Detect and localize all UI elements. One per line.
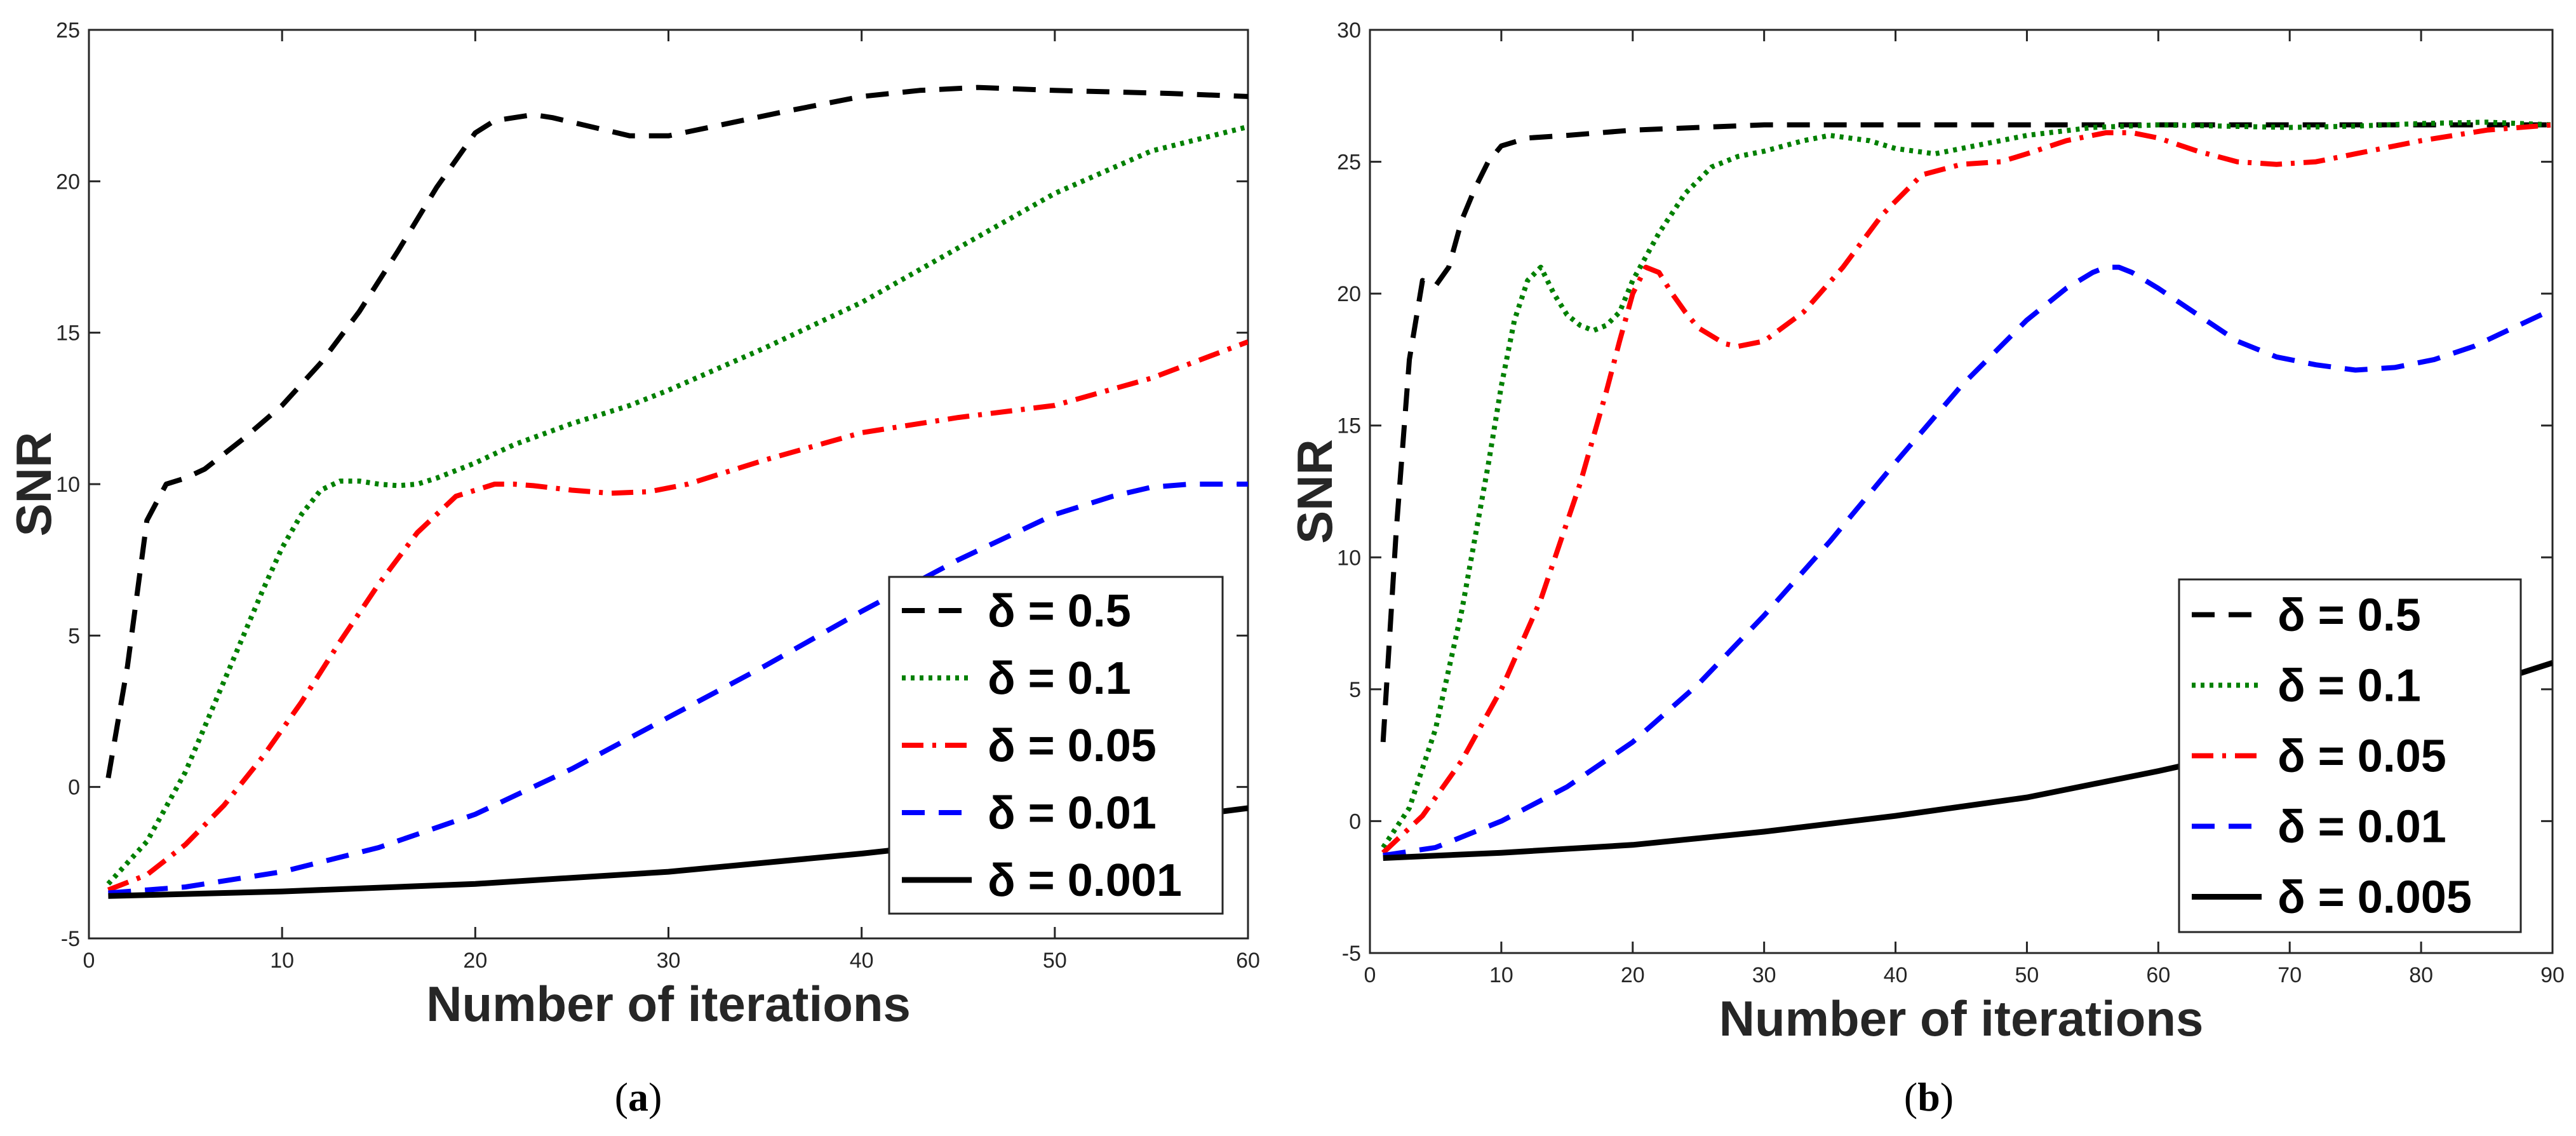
x-tick-label: 30 [1752,963,1776,987]
y-tick-label: 0 [68,776,80,800]
x-tick-label: 50 [2015,963,2039,987]
x-tick-label: 50 [1043,949,1067,973]
y-tick-label: 5 [68,624,80,648]
x-axis-label: Number of iterations [1719,991,2204,1046]
x-tick-label: 60 [2146,963,2170,987]
y-tick-label: 25 [56,18,80,43]
y-tick-label: -5 [1342,942,1361,966]
x-tick-label: 90 [2540,963,2565,987]
legend-entry: δ = 0.05 [2277,731,2446,782]
legend-entry: δ = 0.001 [988,855,1182,906]
legend-entry: δ = 0.5 [2277,590,2421,641]
y-tick-label: 10 [56,473,80,497]
plot-frame [1369,29,2554,954]
x-tick-label: 10 [270,949,294,973]
x-tick-label: 0 [83,949,95,973]
caption-b: (b) [1904,1074,1954,1119]
y-tick-label: 20 [1337,282,1361,306]
legend-entry: δ = 0.1 [2277,661,2421,712]
legend-entry: δ = 0.005 [2277,872,2472,923]
legend-entry: δ = 0.1 [988,653,1131,704]
x-axis-label: Number of iterations [426,976,911,1032]
caption-a: (a) [615,1074,662,1119]
series-line-2 [1381,122,2553,855]
x-tick-label: 70 [2277,963,2302,987]
x-tick-label: 20 [1621,963,1645,987]
series-line-3 [108,482,1248,896]
series-line-0 [105,85,1248,779]
legend: δ = 0.5 δ = 0.1 δ = 0.05 δ = 0.01 δ = 0.001 [888,576,1224,915]
y-axis-label: SNR [6,432,62,537]
y-tick-label: -5 [61,927,80,951]
legend-entry: δ = 0.5 [988,586,1131,637]
legend-entry: δ = 0.01 [988,788,1157,839]
series-line-3 [1383,264,2553,858]
x-tick-label: 30 [657,949,681,973]
legend-box [888,576,1224,915]
series-line-1 [1381,119,2553,849]
y-axis-label: SNR [1287,439,1343,544]
y-tick-label: 20 [56,170,80,194]
y-tick-label: 15 [1337,414,1361,438]
y-tick-label: 5 [1349,678,1361,702]
y-tick-label: 10 [1337,546,1361,570]
x-tick-label: 0 [1364,963,1376,987]
legend-entry: δ = 0.05 [988,720,1157,771]
y-tick-label: 30 [1337,18,1361,43]
x-tick-label: 20 [463,949,487,973]
chart-panel-b: 0 10 20 30 40 50 60 70 80 90-5051015202530Number … [1287,18,2565,1046]
legend-entry: δ = 0.01 [2277,802,2446,853]
y-tick-label: 15 [56,321,80,346]
legend: δ = 0.5 δ = 0.1 δ = 0.05 δ = 0.01 δ = 0.005 [2178,578,2522,933]
x-tick-label: 40 [850,949,874,973]
y-tick-label: 0 [1349,809,1361,834]
y-tick-label: 25 [1337,151,1361,175]
x-tick-label: 40 [1884,963,1908,987]
x-tick-label: 80 [2409,963,2433,987]
x-tick-label: 60 [1236,949,1260,973]
series-line-2 [107,339,1248,893]
x-tick-label: 10 [1489,963,1513,987]
